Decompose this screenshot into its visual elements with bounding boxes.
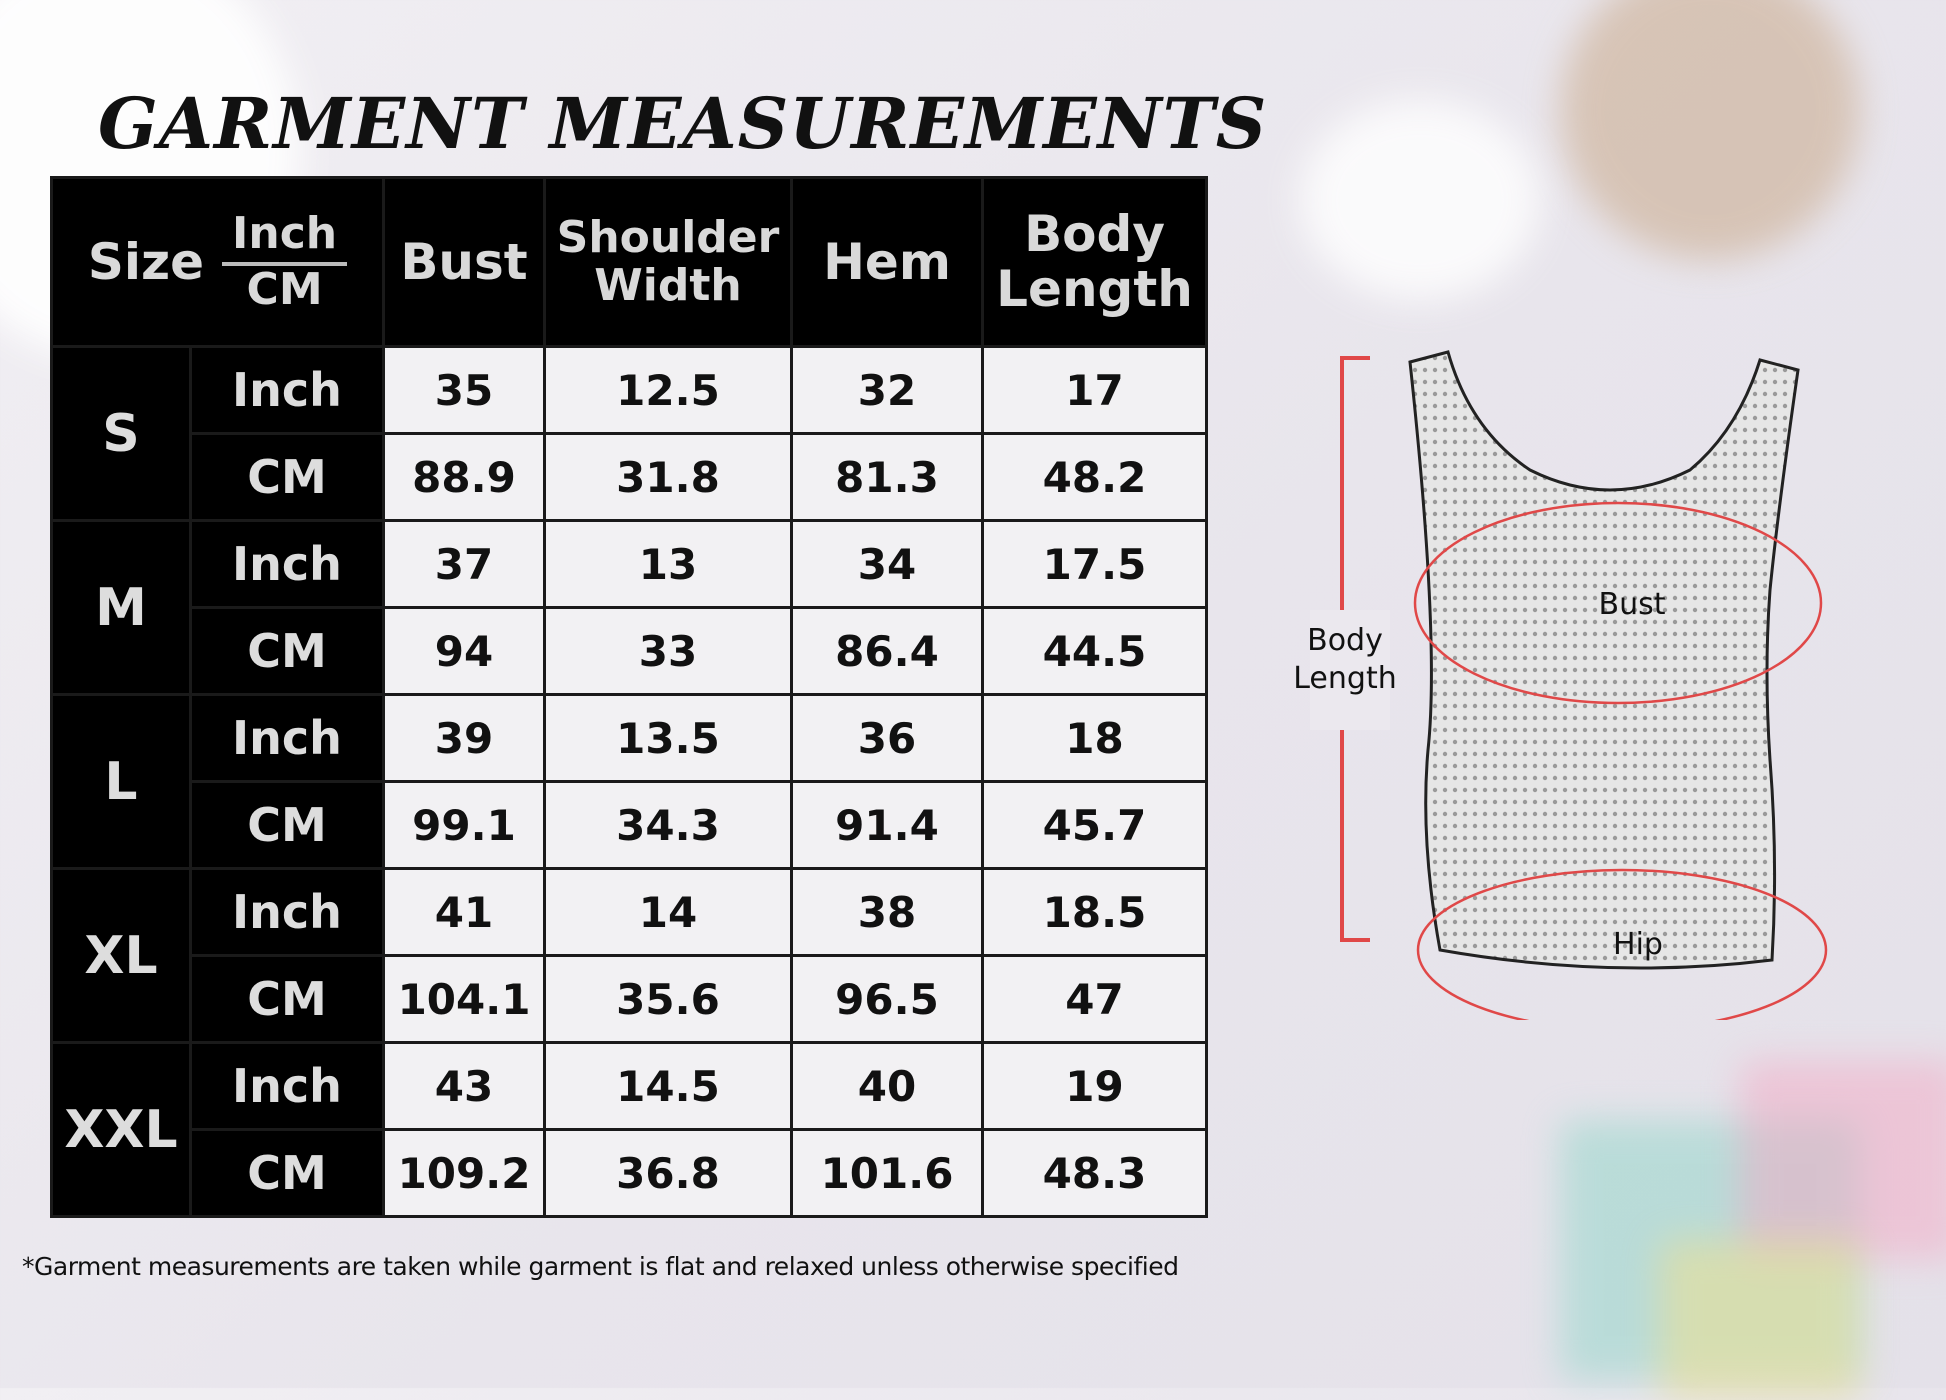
measurement-cell: 18.5 — [981, 867, 1208, 957]
table-row: L Inch 39 13.5 36 18 — [50, 693, 1208, 870]
bracket-gap — [1310, 610, 1390, 730]
table-row: CM 104.1 35.6 96.5 47 — [52, 954, 1208, 1044]
size-header: Size — [87, 232, 205, 291]
table-row: S Inch 35 12.5 32 17 — [50, 345, 1208, 522]
measurement-cell: 13 — [543, 519, 793, 609]
tank-top-diagram: Body Length Bust Hip — [1293, 350, 1828, 1020]
size-label: L — [50, 693, 192, 870]
table-row: CM 109.2 36.8 101.6 48.3 — [52, 1128, 1208, 1218]
measurement-cell: 88.9 — [382, 432, 546, 522]
background-blur — [1560, 0, 1860, 260]
table-row: XXL Inch 43 14.5 40 19 — [50, 1041, 1208, 1218]
background-blur — [1660, 1240, 1860, 1400]
table-row: XL Inch 41 14 38 18.5 — [50, 867, 1208, 1044]
measurement-cell: 99.1 — [382, 780, 546, 870]
measurement-cell: 81.3 — [790, 432, 984, 522]
measurement-cell: 36 — [790, 693, 984, 783]
table-row: CM 94 33 86.4 44.5 — [52, 606, 1208, 696]
measurement-cell: 37 — [382, 519, 546, 609]
table-row: CM 99.1 34.3 91.4 45.7 — [52, 780, 1208, 870]
size-label: XXL — [50, 1041, 192, 1218]
measurement-cell: 34.3 — [543, 780, 793, 870]
bust-marker — [1413, 501, 1823, 705]
measurement-cell: 31.8 — [543, 432, 793, 522]
size-unit-header: Size Inch CM — [50, 176, 385, 348]
table-header-row: Size Inch CM Bust Shoulder Width Hem Bod… — [50, 176, 1208, 348]
measurement-cell: 32 — [790, 345, 984, 435]
measurement-cell: 109.2 — [382, 1128, 546, 1218]
background-blur — [1740, 1060, 1946, 1260]
table-row: CM 88.9 31.8 81.3 48.2 — [52, 432, 1208, 522]
measurement-cell: 34 — [790, 519, 984, 609]
unit-label: Inch — [189, 867, 385, 957]
measurement-cell: 48.3 — [981, 1128, 1208, 1218]
measurement-cell: 96.5 — [790, 954, 984, 1044]
unit-label: CM — [189, 606, 385, 696]
measurement-cell: 94 — [382, 606, 546, 696]
size-chart-table: Size Inch CM Bust Shoulder Width Hem Bod… — [50, 176, 1208, 1218]
measurement-cell: 104.1 — [382, 954, 546, 1044]
inch-header: Inch — [222, 209, 348, 266]
unit-label: Inch — [189, 345, 385, 435]
measurement-cell: 86.4 — [790, 606, 984, 696]
bust-header: Bust — [382, 176, 546, 348]
measurement-cell: 36.8 — [543, 1128, 793, 1218]
measurement-cell: 47 — [981, 954, 1208, 1044]
unit-label: Inch — [189, 519, 385, 609]
measurement-cell: 40 — [790, 1041, 984, 1131]
measurement-cell: 101.6 — [790, 1128, 984, 1218]
measurement-cell: 33 — [543, 606, 793, 696]
size-label: M — [50, 519, 192, 696]
measurement-cell: 43 — [382, 1041, 546, 1131]
body-length-label-1: Body — [1307, 623, 1383, 658]
hip-marker — [1416, 868, 1828, 1020]
measurement-cell: 18 — [981, 693, 1208, 783]
measurement-note: *Garment measurements are taken while ga… — [22, 1252, 1179, 1281]
measurement-cell: 45.7 — [981, 780, 1208, 870]
measurement-cell: 12.5 — [543, 345, 793, 435]
unit-label: CM — [189, 954, 385, 1044]
hip-label: Hip — [1613, 927, 1663, 962]
measurement-cell: 14.5 — [543, 1041, 793, 1131]
tank-top-shape — [1408, 350, 1800, 970]
body-length-label-2: Length — [1293, 661, 1396, 696]
unit-label: CM — [189, 432, 385, 522]
measurement-cell: 19 — [981, 1041, 1208, 1131]
measurement-cell: 39 — [382, 693, 546, 783]
size-label: XL — [50, 867, 192, 1044]
measurement-cell: 13.5 — [543, 693, 793, 783]
measurement-cell: 41 — [382, 867, 546, 957]
measurement-cell: 44.5 — [981, 606, 1208, 696]
measurement-cell: 48.2 — [981, 432, 1208, 522]
background-blur — [1300, 100, 1540, 300]
measurement-cell: 91.4 — [790, 780, 984, 870]
size-label: S — [50, 345, 192, 522]
measurement-cell: 35 — [382, 345, 546, 435]
measurement-cell: 17.5 — [981, 519, 1208, 609]
unit-label: CM — [189, 1128, 385, 1218]
unit-label: Inch — [189, 693, 385, 783]
measurement-cell: 35.6 — [543, 954, 793, 1044]
measurement-cell: 14 — [543, 867, 793, 957]
bust-label: Bust — [1599, 587, 1666, 622]
unit-label: CM — [189, 780, 385, 870]
hem-header: Hem — [790, 176, 984, 348]
cm-header: CM — [246, 264, 323, 315]
body-length-header: Body Length — [981, 176, 1208, 348]
unit-label: Inch — [189, 1041, 385, 1131]
measurement-cell: 38 — [790, 867, 984, 957]
page-title: GARMENT MEASUREMENTS — [98, 82, 1268, 165]
shoulder-width-header: Shoulder Width — [543, 176, 793, 348]
measurement-cell: 17 — [981, 345, 1208, 435]
table-row: M Inch 37 13 34 17.5 — [50, 519, 1208, 696]
